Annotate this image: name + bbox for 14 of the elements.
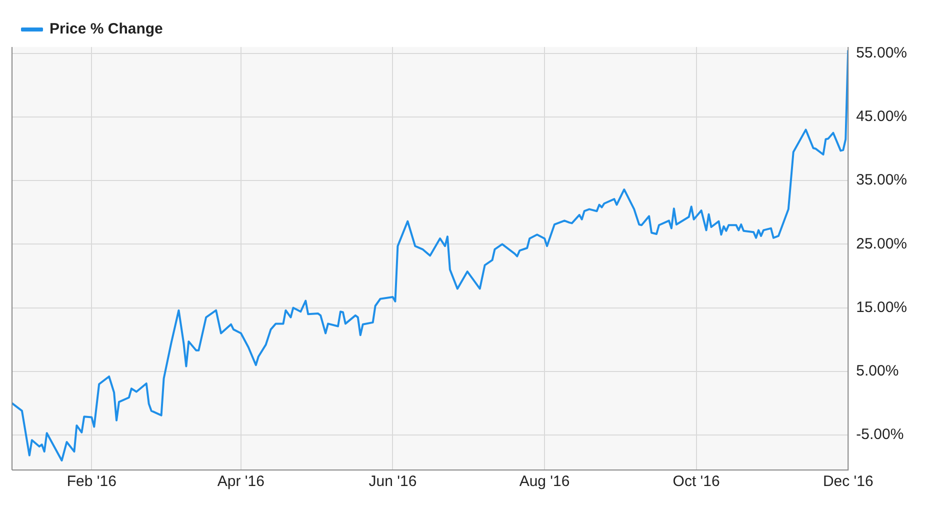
x-tick-label: Aug '16 xyxy=(519,473,570,490)
x-tick-label: Dec '16 xyxy=(822,473,874,490)
x-tick-label: Apr '16 xyxy=(217,473,264,490)
x-tick-label: Oct '16 xyxy=(672,473,720,490)
y-tick-label: 35.00% xyxy=(856,172,907,189)
y-tick-label: 55.00% xyxy=(856,44,907,62)
y-tick-label: -5.00% xyxy=(856,426,904,444)
x-tick-label: Feb '16 xyxy=(66,473,116,490)
y-tick-label: 15.00% xyxy=(856,298,907,316)
y-tick-label: 5.00% xyxy=(856,362,899,380)
y-tick-label: 45.00% xyxy=(856,108,907,126)
legend-label: Price % Change xyxy=(50,20,163,38)
x-tick-label: Jun '16 xyxy=(368,473,417,490)
y-tick-label: 25.00% xyxy=(856,235,907,252)
